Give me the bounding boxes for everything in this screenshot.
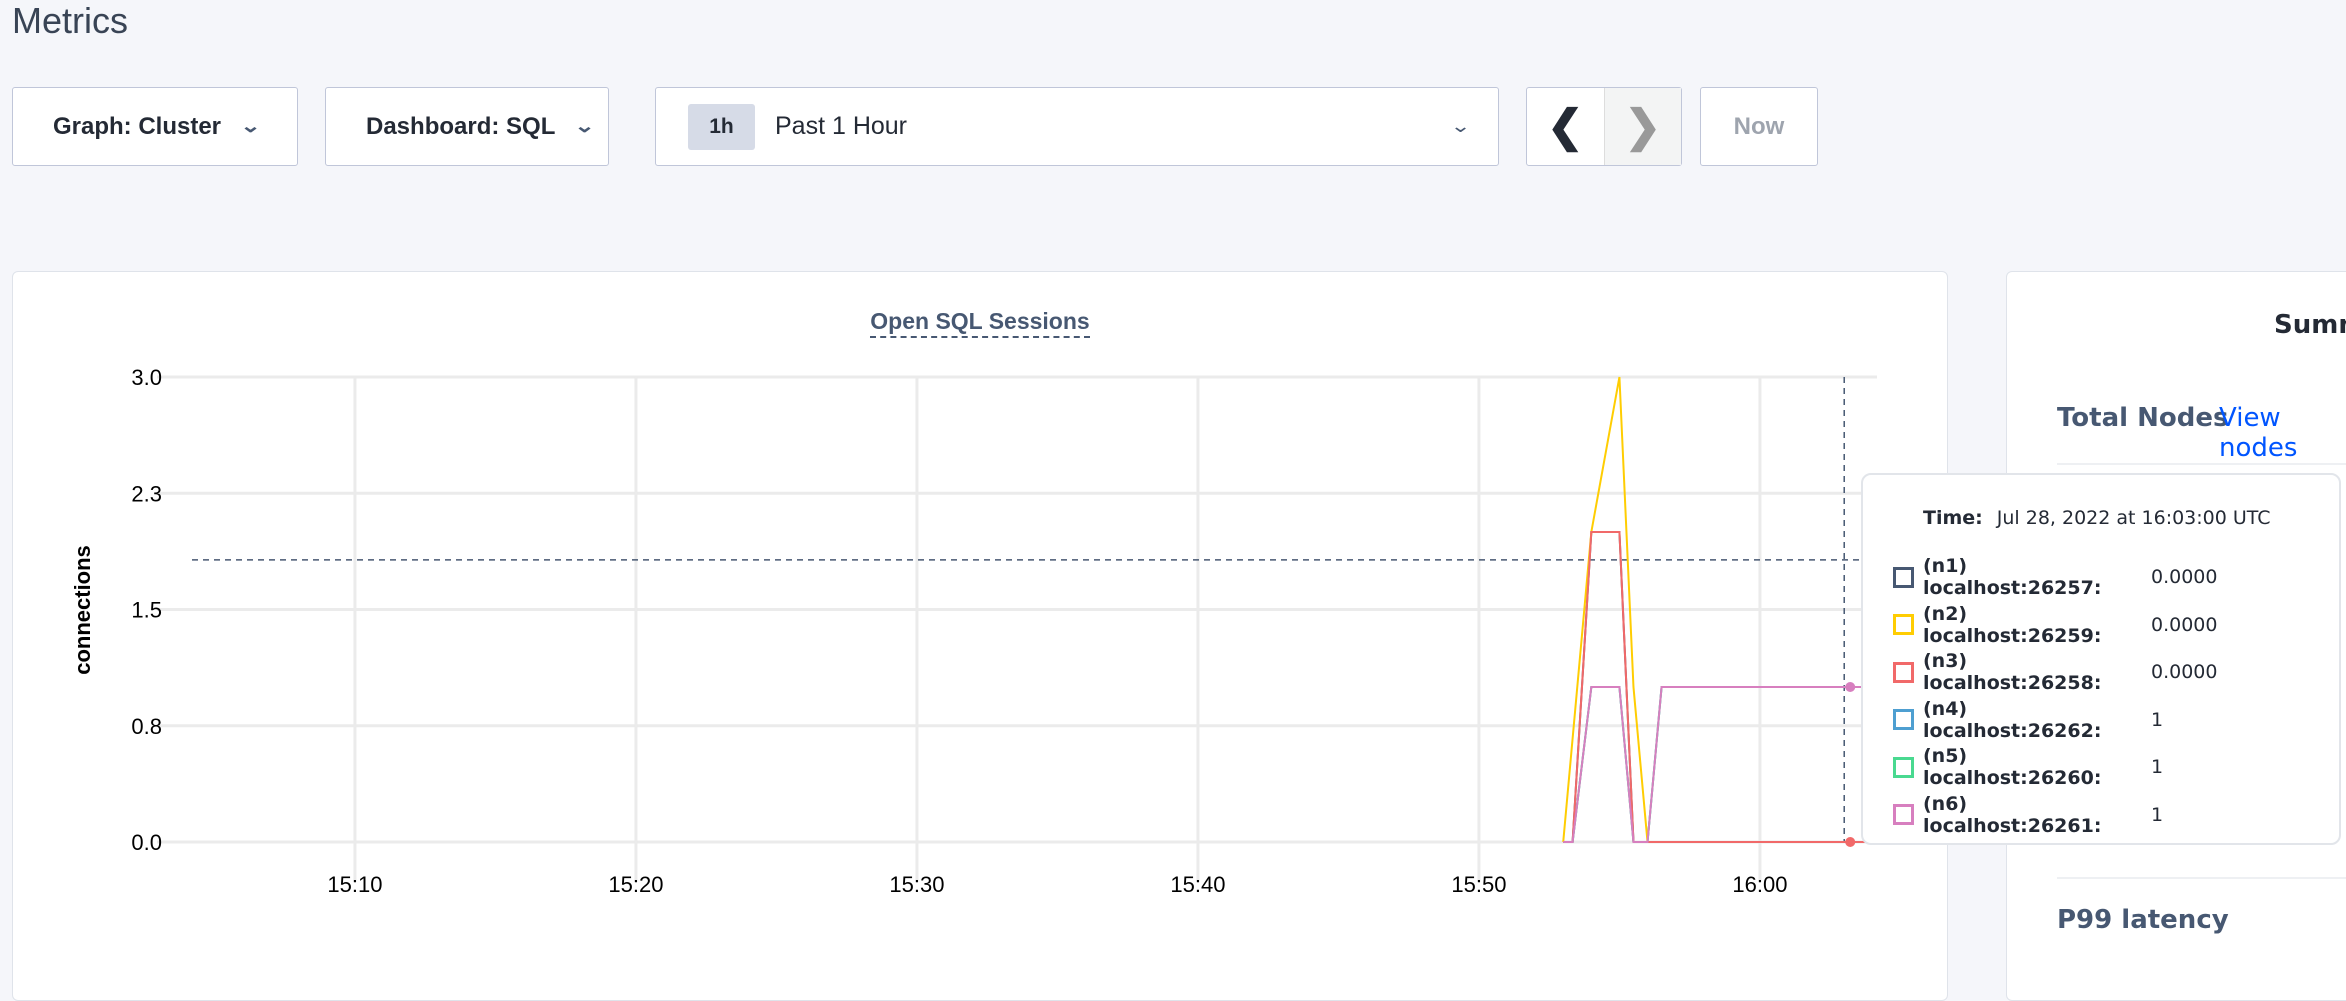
x-tick-label: 15:40: [1170, 872, 1225, 897]
tooltip-series-value: 1: [2151, 803, 2164, 826]
tooltip-row: (n1) localhost:26257: 0.0000: [1893, 555, 2217, 599]
tooltip-series-value: 0.0000: [2151, 613, 2218, 636]
chevron-down-icon: ⌄: [1449, 116, 1472, 136]
legend-swatch-icon: [1893, 661, 1914, 683]
x-tick-label: 15:30: [889, 872, 944, 897]
x-tick-label: 16:00: [1732, 872, 1787, 897]
tooltip-series-value: 1: [2151, 756, 2164, 778]
open-sql-sessions-chart[interactable]: 0.0 0.8 1.5 2.3 3.0 15:10 15:20 15:30 15:40 15:50…: [0, 0, 1960, 978]
y-axis-label: connections: [70, 545, 95, 675]
x-tick-label: 15:10: [327, 872, 382, 897]
divider: [2057, 463, 2346, 465]
series-line: [1563, 686, 1877, 843]
tooltip-series-name: (n2) localhost:26259:: [1923, 602, 2102, 647]
page-title: Metrics: [12, 0, 128, 41]
legend-swatch-icon: [1893, 709, 1914, 730]
divider: [2057, 877, 2346, 879]
chevron-down-icon: ⌄: [574, 116, 596, 136]
time-nav-group: ❮ ❯: [1526, 87, 1682, 166]
dashboard-dropdown[interactable]: Dashboard: SQL ⌄: [325, 87, 609, 166]
tooltip-series-value: 0.0000: [2151, 566, 2218, 588]
y-tick-label: 3.0: [131, 365, 162, 390]
x-tick-label: 15:50: [1451, 872, 1506, 897]
tooltip-time: Time: Jul 28, 2022 at 16:03:00 UTC: [1923, 507, 2271, 529]
tooltip-row: (n5) localhost:26260: 1: [1893, 745, 2163, 789]
time-range-label: Past 1 Hour: [775, 112, 908, 140]
tooltip-time-value: Jul 28, 2022 at 16:03:00 UTC: [1996, 507, 2271, 529]
y-tick-label: 0.0: [131, 830, 162, 855]
tooltip-row: (n4) localhost:26262: 1: [1893, 698, 2163, 742]
tooltip-series-value: 0.0000: [2151, 661, 2218, 683]
series-line: [1563, 686, 1877, 843]
tooltip-series-name: (n3) localhost:26258:: [1923, 650, 2102, 694]
chevron-right-icon[interactable]: ❯: [1603, 88, 1681, 165]
tooltip-series-name: (n5) localhost:26260:: [1923, 745, 2102, 789]
chart-title-wrap: Open SQL Sessions: [12, 308, 1948, 338]
series-line: [1563, 686, 1877, 843]
now-button[interactable]: Now: [1700, 87, 1818, 166]
tooltip-series-name: (n4) localhost:26262:: [1923, 697, 2102, 742]
tooltip-series-value: 1: [2151, 708, 2164, 731]
chart-card: [12, 271, 1948, 1001]
time-range-dropdown[interactable]: 1h Past 1 Hour ⌄: [655, 87, 1499, 166]
tooltip-time-label: Time:: [1923, 507, 1983, 529]
legend-swatch-icon: [1893, 566, 1914, 588]
tooltip-row: (n2) localhost:26259: 0.0000: [1893, 603, 2217, 647]
hover-point: [1845, 682, 1856, 692]
graph-dropdown[interactable]: Graph: Cluster ⌄: [12, 87, 298, 166]
x-tick-label: 15:20: [608, 872, 663, 897]
legend-swatch-icon: [1893, 756, 1914, 778]
time-range-badge: 1h: [688, 103, 755, 150]
p99-latency-label: P99 latency: [2057, 905, 2229, 935]
hover-point: [1845, 837, 1856, 847]
y-tick-label: 2.3: [131, 481, 162, 506]
chart-title[interactable]: Open SQL Sessions: [870, 308, 1090, 338]
chevron-down-icon: ⌄: [240, 116, 262, 136]
tooltip-series-name: (n1) localhost:26257:: [1923, 555, 2102, 599]
chart-tooltip: Time: Jul 28, 2022 at 16:03:00 UTC (n1) l…: [1861, 473, 2341, 845]
tooltip-row: (n3) localhost:26258: 0.0000: [1893, 650, 2217, 694]
y-tick-label: 0.8: [131, 714, 162, 739]
graph-dropdown-label: Graph: Cluster: [53, 112, 222, 140]
view-nodes-link[interactable]: View nodes: [2219, 403, 2298, 463]
chevron-left-icon[interactable]: ❮: [1546, 102, 1584, 151]
total-nodes-label: Total Nodes: [2057, 403, 2229, 433]
tooltip-row: (n6) localhost:26261: 1: [1893, 793, 2163, 837]
legend-swatch-icon: [1893, 614, 1914, 635]
dashboard-dropdown-label: Dashboard: SQL: [366, 112, 556, 140]
tooltip-series-name: (n6) localhost:26261:: [1923, 792, 2102, 837]
y-tick-label: 1.5: [131, 598, 162, 623]
legend-swatch-icon: [1893, 804, 1914, 825]
summary-title: Summ: [2274, 310, 2346, 340]
